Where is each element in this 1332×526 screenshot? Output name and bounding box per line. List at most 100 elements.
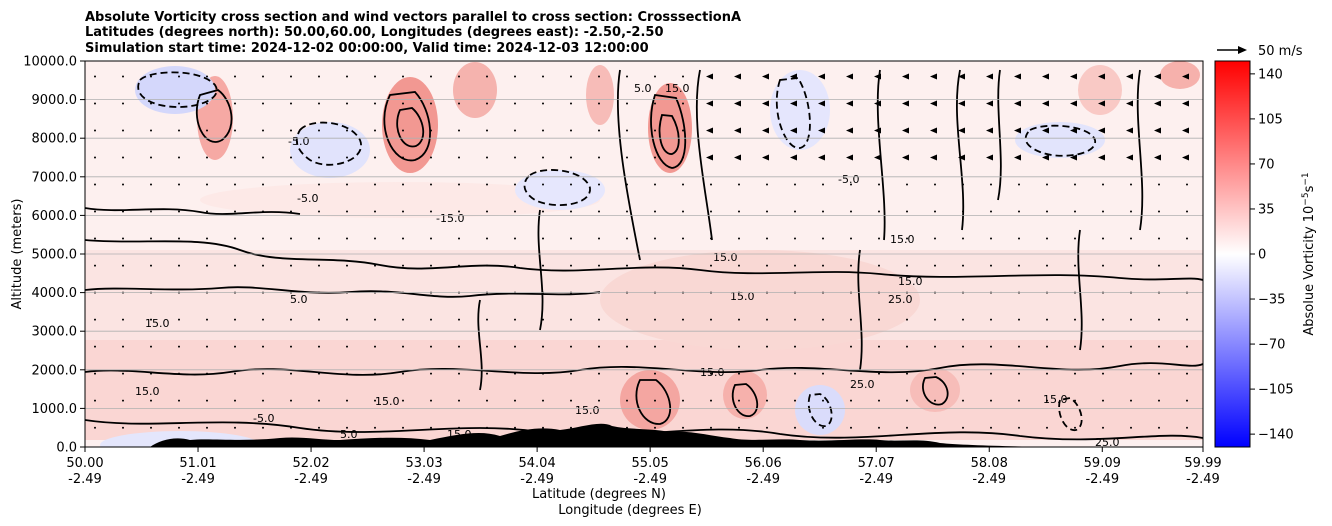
- wind-arrow: [1182, 100, 1189, 107]
- wind-dot: [794, 345, 796, 348]
- wind-dot: [290, 156, 292, 159]
- wind-dot: [626, 129, 628, 132]
- wind-dot: [934, 237, 936, 240]
- contour-label: 15.0: [1043, 393, 1068, 406]
- wind-arrow: [902, 154, 909, 161]
- wind-dot: [122, 102, 124, 105]
- wind-dot: [1102, 399, 1104, 402]
- wind-dot: [822, 210, 824, 213]
- wind-dot: [262, 102, 264, 105]
- wind-dot: [682, 183, 684, 186]
- wind-arrow: [818, 73, 825, 80]
- wind-arrow: [762, 154, 769, 161]
- title-line-1: Absolute Vorticity cross section and win…: [85, 10, 741, 25]
- wind-dot: [262, 399, 264, 402]
- wind-dot: [1158, 426, 1160, 429]
- wind-dot: [178, 264, 180, 267]
- wind-dot: [990, 345, 992, 348]
- colorbar-tick-label: 105: [1258, 112, 1283, 127]
- contour-line: [922, 376, 949, 406]
- wind-dot: [402, 237, 404, 240]
- wind-dot: [458, 345, 460, 348]
- wind-dot: [374, 102, 376, 105]
- wind-dot: [766, 345, 768, 348]
- wind-arrow: [706, 127, 713, 134]
- wind-arrow: [1070, 154, 1077, 161]
- wind-dot: [122, 183, 124, 186]
- wind-dot: [906, 237, 908, 240]
- wind-dot: [1102, 318, 1104, 321]
- wind-dot: [514, 264, 516, 267]
- wind-dot: [1102, 372, 1104, 375]
- wind-dot: [1046, 345, 1048, 348]
- wind-dot: [1102, 183, 1104, 186]
- contour-line: [857, 249, 863, 371]
- contour-line: [731, 383, 759, 417]
- wind-dot: [906, 426, 908, 429]
- wind-dot: [906, 372, 908, 375]
- wind-dot: [262, 345, 264, 348]
- wind-arrow: [958, 154, 965, 161]
- x-tick-label-lat: 52.02: [292, 456, 329, 471]
- y-tick-label: 9000.0: [32, 93, 78, 108]
- wind-dot: [514, 237, 516, 240]
- wind-dot: [934, 183, 936, 186]
- wind-dot: [934, 372, 936, 375]
- wind-dot: [570, 156, 572, 159]
- wind-dot: [906, 345, 908, 348]
- wind-dot: [962, 237, 964, 240]
- wind-dot: [542, 264, 544, 267]
- wind-dot: [626, 102, 628, 105]
- wind-dot: [1018, 426, 1020, 429]
- wind-dot: [94, 129, 96, 132]
- wind-dot: [94, 399, 96, 402]
- wind-dot: [458, 399, 460, 402]
- wind-dot: [962, 345, 964, 348]
- wind-dot: [514, 318, 516, 321]
- wind-dot: [94, 237, 96, 240]
- wind-dot: [878, 210, 880, 213]
- wind-dot: [570, 102, 572, 105]
- wind-dot: [1074, 426, 1076, 429]
- wind-dot: [934, 345, 936, 348]
- wind-dot: [486, 399, 488, 402]
- x-tick-label-lon: -2.49: [746, 472, 780, 487]
- wind-arrow: [874, 154, 881, 161]
- wind-dot: [206, 129, 208, 132]
- wind-dot: [178, 183, 180, 186]
- wind-dot: [262, 210, 264, 213]
- contour-line-negative: [775, 77, 811, 149]
- y-tick-label: 3000.0: [32, 325, 78, 340]
- wind-dot: [542, 426, 544, 429]
- y-tick-label: 7000.0: [32, 170, 78, 185]
- colorbar: 140 105 70 35 0 −35 −70 −105 −140 Absolue Vortic…: [1214, 60, 1317, 448]
- wind-dot: [234, 210, 236, 213]
- wind-dot: [1130, 399, 1132, 402]
- negative-vorticity-core: [290, 122, 370, 178]
- wind-dot: [1046, 372, 1048, 375]
- wind-arrow: [706, 100, 713, 107]
- wind-dot: [206, 102, 208, 105]
- wind-dot: [234, 264, 236, 267]
- wind-arrow: [1182, 73, 1189, 80]
- wind-dot: [486, 75, 488, 78]
- wind-dot: [542, 345, 544, 348]
- wind-dot: [822, 345, 824, 348]
- contour-label: -5.0: [297, 192, 318, 205]
- wind-dot: [990, 399, 992, 402]
- wind-dot: [542, 75, 544, 78]
- wind-dot: [626, 237, 628, 240]
- x-tick-label-lat: 51.01: [179, 456, 216, 471]
- wind-dot: [598, 102, 600, 105]
- wind-arrow: [818, 154, 825, 161]
- wind-dot: [1046, 264, 1048, 267]
- title-line-3: Simulation start time: 2024-12-02 00:00:…: [85, 41, 649, 56]
- x-tick-label-lat: 58.08: [971, 456, 1008, 471]
- wind-dot: [598, 318, 600, 321]
- wind-dot: [458, 237, 460, 240]
- wind-dot: [318, 129, 320, 132]
- contour-line: [650, 94, 687, 169]
- colorbar-label-text: Absolue Vorticity 10: [1302, 206, 1317, 336]
- wind-dot: [1018, 345, 1020, 348]
- wind-dot: [654, 372, 656, 375]
